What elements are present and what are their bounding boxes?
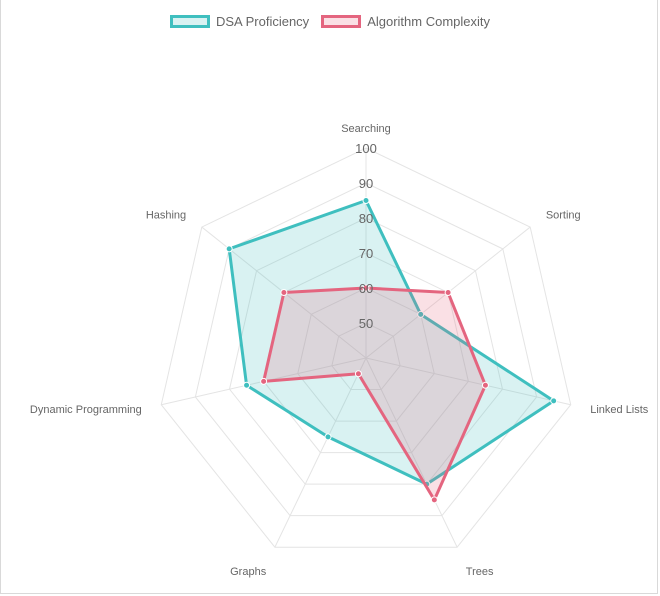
grid-ring xyxy=(228,217,504,485)
tick-label-60: 60 xyxy=(359,281,373,296)
axis-label-sorting: Sorting xyxy=(546,210,581,222)
grid-ring xyxy=(331,322,401,391)
data-point-algorithm-complexity-dynamic-programming[interactable] xyxy=(260,377,268,385)
data-point-algorithm-complexity-sorting[interactable] xyxy=(444,289,452,297)
tick-layer: 50 60 70 80 90 100 xyxy=(355,141,377,331)
data-point-dsa-proficiency-dynamic-programming[interactable] xyxy=(243,381,251,389)
data-point-algorithm-complexity-graphs[interactable] xyxy=(354,370,362,378)
data-point-algorithm-complexity-hashing[interactable] xyxy=(280,289,288,297)
data-point-algorithm-complexity-linked-lists[interactable] xyxy=(481,381,489,389)
series-layer xyxy=(225,197,558,504)
axis-label-dynamic-programming: Dynamic Programming xyxy=(30,404,142,416)
data-point-algorithm-complexity-searching[interactable] xyxy=(362,284,370,292)
grid-spoke xyxy=(365,357,458,548)
axis-label-linked-lists: Linked Lists xyxy=(590,404,649,416)
legend-swatch-algorithm-complexity xyxy=(321,14,362,28)
tick-label-90: 90 xyxy=(359,176,373,191)
data-point-dsa-proficiency-graphs[interactable] xyxy=(324,433,332,441)
data-point-dsa-proficiency-linked-lists[interactable] xyxy=(550,397,558,405)
tick-label-80: 80 xyxy=(359,211,373,226)
axis-label-layer: Searching Sorting Linked Lists Trees Graphs D… xyxy=(30,123,649,578)
tick-label-70: 70 xyxy=(359,246,373,261)
grid-ring xyxy=(297,287,435,422)
axis-label-graphs: Graphs xyxy=(230,566,267,578)
tick-label-50: 50 xyxy=(359,316,373,331)
legend-label-dsa-proficiency: DSA Proficiency xyxy=(215,13,310,29)
data-point-dsa-proficiency-searching[interactable] xyxy=(362,197,370,204)
data-point-algorithm-complexity-trees[interactable] xyxy=(430,496,438,504)
legend-label-algorithm-complexity: Algorithm Complexity xyxy=(367,13,491,29)
grid-ring xyxy=(194,182,538,517)
legend-item-algorithm-complexity[interactable]: Algorithm Complexity xyxy=(321,14,490,29)
series-area-algorithm-complexity[interactable] xyxy=(262,286,487,502)
data-point-dsa-proficiency-hashing[interactable] xyxy=(225,245,233,253)
grid-ring xyxy=(160,147,572,548)
grid-spoke xyxy=(274,357,367,548)
axis-label-searching: Searching xyxy=(341,123,391,135)
tick-label-100: 100 xyxy=(355,141,377,156)
legend: DSA Proficiency Algorithm Complexity xyxy=(0,10,660,32)
grid-spoke xyxy=(365,357,571,406)
data-point-dsa-proficiency-sorting[interactable] xyxy=(417,310,425,318)
legend-swatch-dsa-proficiency xyxy=(169,14,210,28)
axis-label-trees: Trees xyxy=(466,566,494,578)
legend-item-dsa-proficiency[interactable]: DSA Proficiency xyxy=(169,13,310,29)
axis-label-hashing: Hashing xyxy=(146,210,186,222)
